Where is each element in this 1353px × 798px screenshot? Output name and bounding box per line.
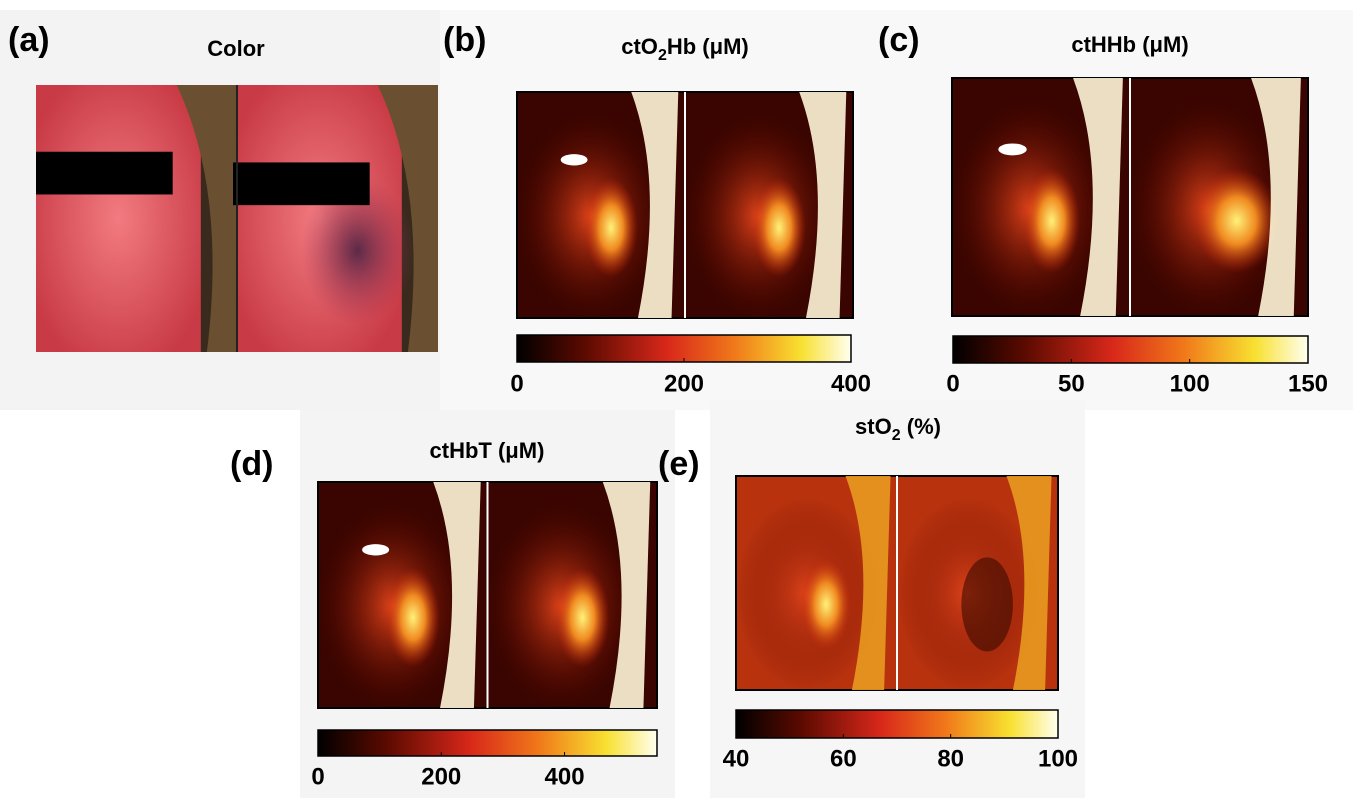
colorbar-tick-label: 200 <box>421 763 461 790</box>
title-part: stO <box>855 414 892 439</box>
panel-title: ctHHb (μM) <box>1071 32 1188 57</box>
colorbar-tick-label: 0 <box>311 763 324 790</box>
colorbar <box>953 336 1308 363</box>
colorbar-tick-label: 80 <box>937 745 964 772</box>
title-part: ctO <box>621 34 658 59</box>
figure: (a)Color(b)ctO2Hb (μM)0200400(c)ctHHb (μ… <box>0 0 1353 798</box>
hot-region <box>1023 168 1080 273</box>
colorbar-tick-label: 0 <box>946 370 959 397</box>
colorbar <box>318 730 657 756</box>
eye-glare <box>998 143 1026 155</box>
colorbar-tick-label: 0 <box>510 370 523 397</box>
colorbar-tick-label: 40 <box>723 745 750 772</box>
panel-title: Color <box>207 36 265 61</box>
colorbar-tick-label: 60 <box>830 745 857 772</box>
title-part: ctHbT (μM) <box>430 438 545 463</box>
face <box>36 85 201 352</box>
privacy-bar <box>233 162 370 205</box>
subscript: 2 <box>658 47 667 64</box>
title-part: Hb (μM) <box>667 34 749 59</box>
panel-label: (b) <box>443 21 486 59</box>
colorbar-tick-label: 150 <box>1288 370 1328 397</box>
colorbar <box>736 710 1058 738</box>
panel-label: (d) <box>230 445 273 483</box>
eye-glare <box>362 544 389 555</box>
title-part: Color <box>207 36 265 61</box>
colorbar <box>517 335 851 362</box>
subscript: 2 <box>892 427 901 444</box>
panel-title: ctHbT (μM) <box>430 438 545 463</box>
title-part: ctHHb (μM) <box>1071 32 1188 57</box>
panel-label: (a) <box>8 21 50 59</box>
privacy-bar <box>36 152 173 195</box>
colorbar-tick-label: 100 <box>1038 745 1078 772</box>
hot-region <box>584 178 638 277</box>
colorbar-tick-label: 400 <box>545 763 585 790</box>
colorbar-tick-label: 200 <box>664 370 704 397</box>
title-part: (%) <box>901 414 941 439</box>
hot-region <box>752 178 806 277</box>
hot-region <box>386 568 440 667</box>
panel-label: (c) <box>878 21 920 59</box>
colorbar-tick-label: 400 <box>831 370 871 397</box>
hot-region <box>961 557 1013 651</box>
colorbar-tick-label: 50 <box>1058 370 1085 397</box>
hot-region <box>555 568 609 667</box>
eye-glare <box>561 154 588 165</box>
panel-label: (e) <box>658 445 700 483</box>
colorbar-tick-label: 100 <box>1170 370 1210 397</box>
hot-region <box>1194 168 1279 273</box>
hot-region <box>800 557 852 651</box>
